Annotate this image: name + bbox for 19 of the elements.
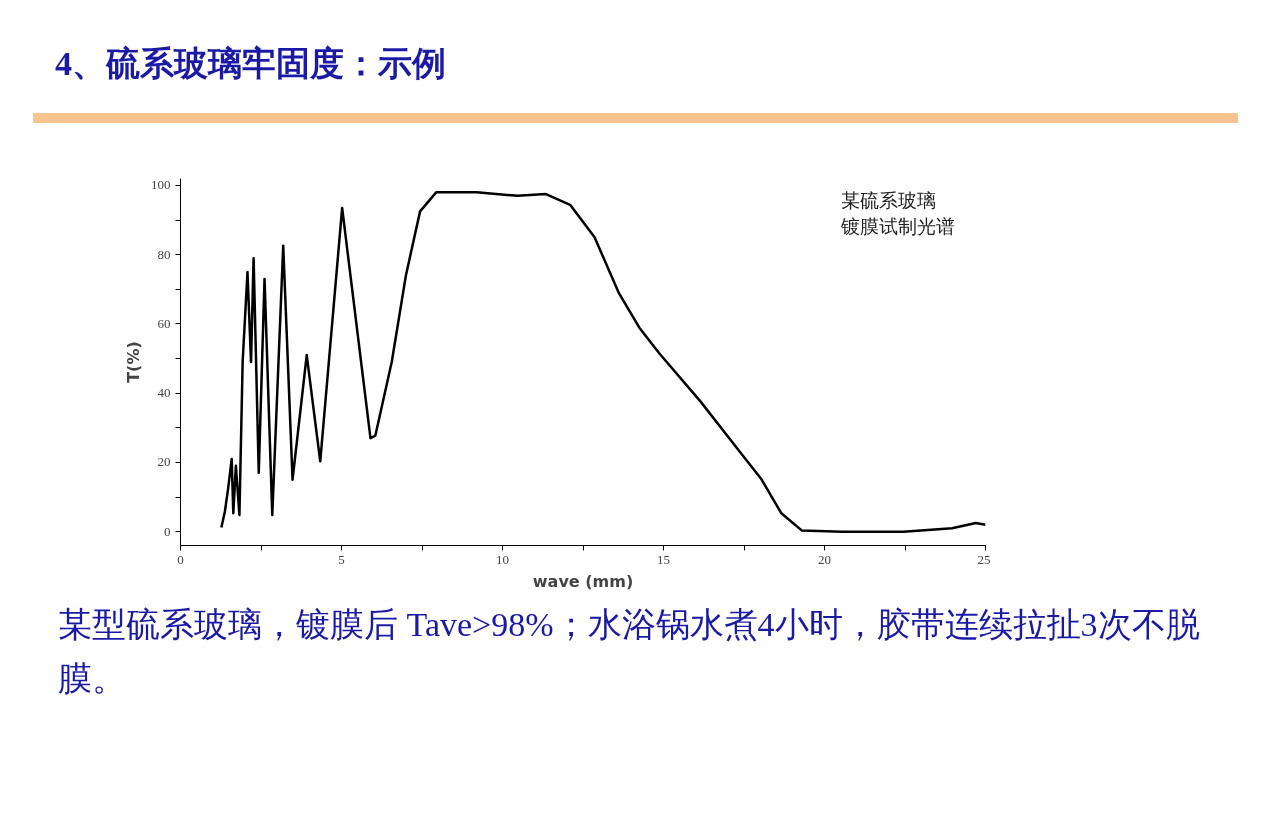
y-tick-label: 60 [157, 315, 171, 331]
y-tick-label: 40 [157, 385, 171, 401]
x-tick-label: 0 [177, 551, 184, 567]
y-tick-label: 80 [157, 246, 171, 262]
annotation: 某硫系玻璃 [840, 189, 936, 211]
line-series [220, 191, 986, 533]
x-tick-label: 25 [977, 551, 991, 567]
x-axis-title: wave (mm) [532, 571, 634, 591]
x-tick-label: 5 [338, 551, 345, 567]
y-tick-label: 0 [164, 523, 171, 539]
y-axis-title: T(%) [124, 341, 143, 383]
text: 某型硫系玻璃，镀膜后 Tave>98%；水浴锅水煮4小时，胶带连续拉扯3次不脱膜。 [58, 605, 1201, 700]
x-tick-label: 10 [496, 551, 509, 567]
x-tick-label: 15 [657, 551, 670, 567]
y-tick-label: 100 [151, 177, 171, 193]
y-tick-label: 20 [157, 454, 171, 470]
x-tick-label: 20 [818, 551, 831, 567]
chart-title: 4、硫系玻璃牢固度：示例 [55, 44, 446, 84]
annotation: 镀膜试制光谱 [839, 215, 955, 237]
